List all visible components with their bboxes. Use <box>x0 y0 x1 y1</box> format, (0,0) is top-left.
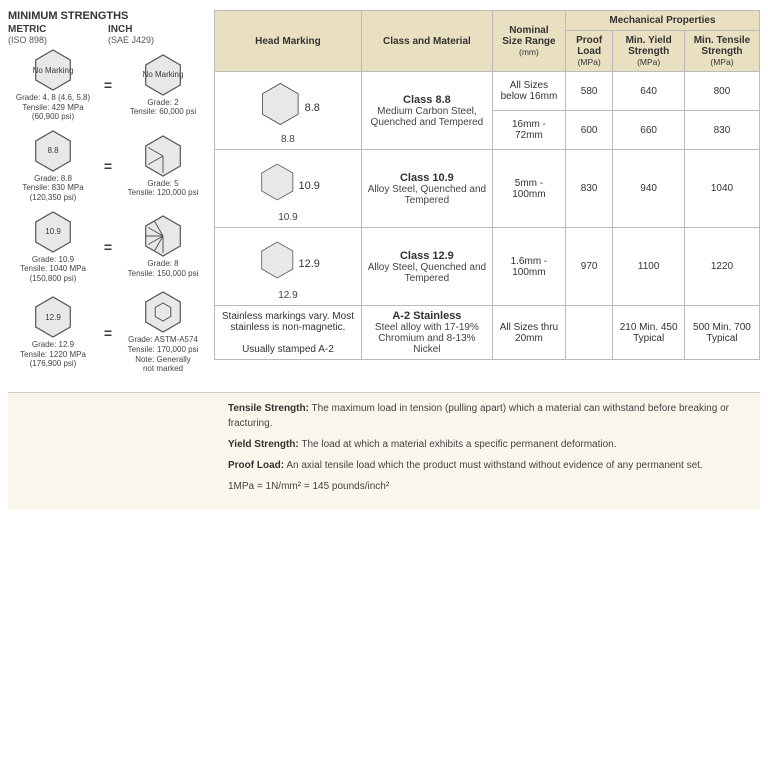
th-yield: Min. Yield Strength(MPa) <box>613 31 685 72</box>
properties-table: Head Marking Class and Material Nominal … <box>214 10 760 360</box>
size-cell: 1.6mm - 100mm <box>492 228 565 306</box>
equals-icon: = <box>98 239 118 255</box>
yield-cell: 660 <box>613 111 685 150</box>
hex-icon: 10.9 <box>256 154 320 210</box>
tensile-cell: 1040 <box>684 150 759 228</box>
yield-cell: 1100 <box>613 228 685 306</box>
inch-sub: (SAE J429) <box>108 35 208 45</box>
equals-icon: = <box>98 77 118 93</box>
tensile-cell: 1220 <box>684 228 759 306</box>
inch-hex-icon <box>139 135 187 177</box>
hex-icon: 8.8 <box>256 76 320 132</box>
equals-icon: = <box>98 158 118 174</box>
inch-grade-text: Grade: 5Tensile: 120,000 psi <box>118 179 208 198</box>
metric-grade-text: Grade: 8.8Tensile: 830 MPa(120,350 psi) <box>8 174 98 203</box>
class-material-cell: A-2 StainlessSteel alloy with 17-19% Chr… <box>361 306 492 360</box>
size-cell: 16mm - 72mm <box>492 111 565 150</box>
proof-cell: 600 <box>565 111 612 150</box>
class-material-cell: Class 8.8Medium Carbon Steel, Quenched a… <box>361 72 492 150</box>
inch-hex-icon: No Marking <box>139 54 187 96</box>
head-marking-cell: 10.9 10.9 <box>215 150 362 228</box>
metric-sub: (ISO 898) <box>8 35 108 45</box>
tensile-cell: 800 <box>684 72 759 111</box>
metric-hex-icon: 12.9 <box>29 296 77 338</box>
table-row: 10.9 10.9 Class 10.9Alloy Steel, Quenche… <box>215 150 760 228</box>
inch-grade-text: Grade: 8Tensile: 150,000 psi <box>118 259 208 278</box>
size-cell: All Sizes below 16mm <box>492 72 565 111</box>
table-row: 12.9 12.9 Class 12.9Alloy Steel, Quenche… <box>215 228 760 306</box>
head-marking-cell: Stainless markings vary. Most stainless … <box>215 306 362 360</box>
table-row: Stainless markings vary. Most stainless … <box>215 306 760 360</box>
proof-cell: 830 <box>565 150 612 228</box>
proof-cell: 970 <box>565 228 612 306</box>
metric-hex-icon: No Marking <box>29 49 77 91</box>
tensile-cell: 830 <box>684 111 759 150</box>
th-proof: Proof Load(MPa) <box>565 31 612 72</box>
inch-hex-icon <box>139 291 187 333</box>
inch-grade-text: Grade: 2Tensile: 60,000 psi <box>118 98 208 117</box>
metric-grade-text: Grade: 10.9Tensile: 1040 MPa(150,800 psi… <box>8 255 98 284</box>
class-material-cell: Class 10.9Alloy Steel, Quenched and Temp… <box>361 150 492 228</box>
size-cell: 5mm - 100mm <box>492 150 565 228</box>
inch-label: INCH <box>108 24 208 35</box>
proof-def-text: An axial tensile load which the product … <box>286 460 702 471</box>
size-cell: All Sizes thru 20mm <box>492 306 565 360</box>
head-marking-cell: 8.8 8.8 <box>215 72 362 150</box>
minimum-strengths-panel: MINIMUM STRENGTHS METRIC (ISO 898) INCH … <box>8 10 208 382</box>
comparison-row: 12.9 Grade: 12.9Tensile: 1220 MPa(176,90… <box>8 291 208 373</box>
metric-grade-text: Grade: 12.9Tensile: 1220 MPa(176,900 psi… <box>8 340 98 369</box>
unit-conversion: 1MPa = 1N/mm² = 145 pounds/inch² <box>228 479 750 494</box>
proof-cell <box>565 306 612 360</box>
inch-hex-icon <box>139 215 187 257</box>
comparison-row: 10.9 Grade: 10.9Tensile: 1040 MPa(150,80… <box>8 211 208 284</box>
head-marking-cell: 12.9 12.9 <box>215 228 362 306</box>
definitions-panel: Tensile Strength: The maximum load in te… <box>8 392 760 510</box>
tensile-def-label: Tensile Strength: <box>228 403 309 414</box>
left-title: MINIMUM STRENGTHS <box>8 10 208 22</box>
hex-icon: 12.9 <box>256 232 320 288</box>
properties-table-panel: Head Marking Class and Material Nominal … <box>214 10 760 382</box>
metric-grade-text: Grade: 4, 8 (4.6, 5.8)Tensile: 429 MPa(6… <box>8 93 98 122</box>
th-mech-props: Mechanical Properties <box>565 11 759 31</box>
metric-hex-icon: 8.8 <box>29 130 77 172</box>
comparison-row: No Marking Grade: 4, 8 (4.6, 5.8)Tensile… <box>8 49 208 122</box>
class-material-cell: Class 12.9Alloy Steel, Quenched and Temp… <box>361 228 492 306</box>
tensile-cell: 500 Min. 700 Typical <box>684 306 759 360</box>
yield-def-label: Yield Strength: <box>228 439 299 450</box>
table-row: 8.8 8.8 Class 8.8Medium Carbon Steel, Qu… <box>215 72 760 111</box>
yield-cell: 640 <box>613 72 685 111</box>
metric-label: METRIC <box>8 24 108 35</box>
comparison-row: 8.8 Grade: 8.8Tensile: 830 MPa(120,350 p… <box>8 130 208 203</box>
metric-hex-icon: 10.9 <box>29 211 77 253</box>
th-head-marking: Head Marking <box>215 11 362 72</box>
hex-caption: 10.9 <box>220 212 356 223</box>
th-class-material: Class and Material <box>361 11 492 72</box>
hex-caption: 12.9 <box>220 290 356 301</box>
yield-cell: 940 <box>613 150 685 228</box>
yield-cell: 210 Min. 450 Typical <box>613 306 685 360</box>
th-tensile: Min. Tensile Strength(MPa) <box>684 31 759 72</box>
hex-caption: 8.8 <box>220 134 356 145</box>
equals-icon: = <box>98 325 118 341</box>
th-nominal-size: Nominal Size Range (mm) <box>492 11 565 72</box>
yield-def-text: The load at which a material exhibits a … <box>301 439 616 450</box>
proof-def-label: Proof Load: <box>228 460 284 471</box>
inch-grade-text: Grade: ASTM-A574Tensile: 170,000 psiNote… <box>118 335 208 373</box>
proof-cell: 580 <box>565 72 612 111</box>
